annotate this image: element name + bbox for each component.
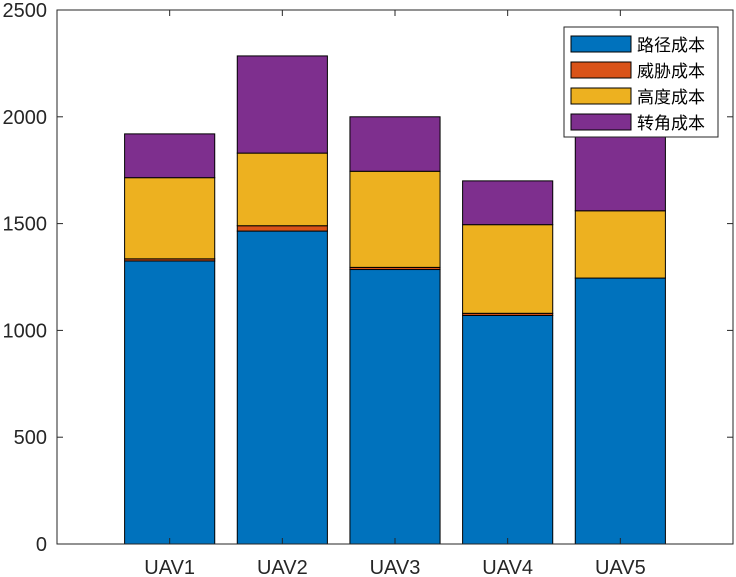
bar-uav2-series-4	[236, 55, 328, 154]
bar-uav3-series-3	[349, 170, 441, 268]
bar-uav5-series-1	[574, 277, 666, 545]
x-tick-label-uav4: UAV4	[482, 557, 533, 577]
bar-uav1-series-1	[124, 260, 216, 545]
y-tick-label: 1000	[3, 320, 48, 342]
bar-uav4-series-3	[462, 224, 554, 314]
bars-layer	[124, 55, 666, 545]
y-tick-label: 2500	[3, 0, 48, 22]
legend-label-3: 高度成本	[637, 88, 705, 108]
bar-uav2-series-3	[236, 152, 328, 227]
x-tick-label-uav1: UAV1	[144, 557, 195, 577]
legend-label-4: 转角成本	[637, 114, 705, 134]
legend-swatch-4	[570, 113, 632, 131]
bar-uav2-series-1	[236, 230, 328, 545]
bar-uav2-series-2	[236, 225, 328, 232]
bar-uav3-series-4	[349, 116, 441, 172]
legend-swatch-3	[570, 87, 632, 105]
x-tick-label-uav3: UAV3	[370, 557, 421, 577]
y-tick-label: 2000	[3, 107, 48, 129]
bar-uav1-series-4	[124, 133, 216, 179]
bar-uav4-series-1	[462, 314, 554, 545]
y-tick-label: 1500	[3, 214, 48, 236]
legend-label-1: 路径成本	[637, 36, 705, 56]
axes-layer: 0 500 1000 1500 2000 2500 UAV1 UAV2 UAV3 UAV4 UAV5	[3, 0, 734, 577]
legend-swatch-2	[570, 61, 632, 79]
bar-uav4-series-4	[462, 180, 554, 226]
legend-label-2: 威胁成本	[637, 62, 705, 82]
bar-uav5-series-3	[574, 210, 666, 279]
bar-uav3-series-1	[349, 269, 441, 545]
x-tick-label-uav5: UAV5	[595, 557, 646, 577]
bar-uav1-series-3	[124, 177, 216, 260]
legend-swatch-1	[570, 35, 632, 53]
y-tick-label: 0	[36, 534, 47, 556]
x-tick-label-uav2: UAV2	[257, 557, 308, 577]
y-tick-label: 500	[14, 427, 47, 449]
